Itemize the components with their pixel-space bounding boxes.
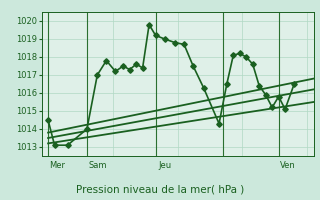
Text: Ven: Ven bbox=[280, 161, 296, 170]
Text: Jeu: Jeu bbox=[158, 161, 171, 170]
Text: Pression niveau de la mer( hPa ): Pression niveau de la mer( hPa ) bbox=[76, 184, 244, 194]
Text: Mer: Mer bbox=[49, 161, 65, 170]
Text: Sam: Sam bbox=[88, 161, 107, 170]
